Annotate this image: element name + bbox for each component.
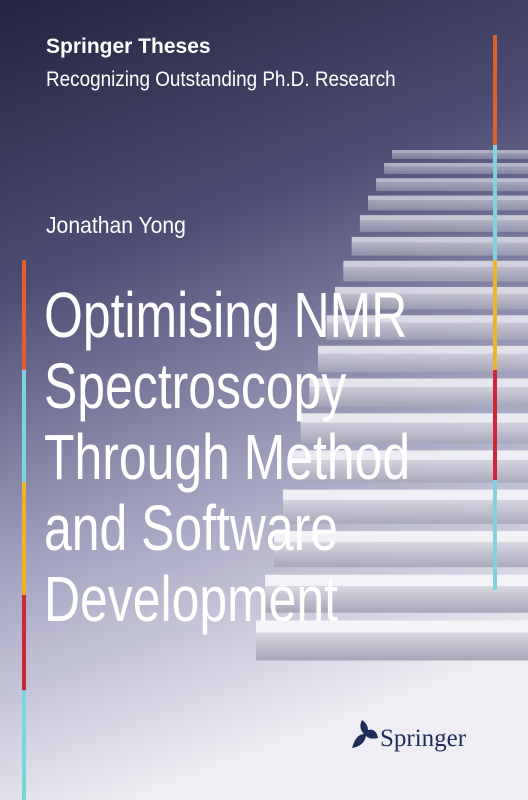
- title-line: and Software: [44, 493, 338, 564]
- step-face: [265, 586, 528, 613]
- step-face: [351, 242, 528, 256]
- step-top: [326, 315, 528, 323]
- step-top: [343, 260, 528, 268]
- stairs: [256, 150, 528, 661]
- step-top: [309, 378, 528, 388]
- step-top: [368, 195, 528, 201]
- step-face: [368, 200, 528, 211]
- step-face: [334, 293, 528, 310]
- step-top: [291, 450, 528, 461]
- step-top: [376, 178, 528, 183]
- step-top: [317, 345, 528, 354]
- step-face: [392, 153, 528, 159]
- title-line: Optimising NMR: [44, 280, 407, 351]
- author: Jonathan Yong: [46, 212, 186, 238]
- step-face: [283, 499, 528, 524]
- step-top: [300, 413, 528, 423]
- step-face: [343, 267, 528, 282]
- title-line: Development: [44, 564, 338, 635]
- step-top: [283, 489, 528, 500]
- publisher-name: Springer: [380, 725, 467, 752]
- step-top: [351, 236, 528, 243]
- title: Optimising NMR Spectroscopy Through Meth…: [44, 280, 410, 635]
- series-name: Springer Theses: [46, 35, 211, 58]
- step-face: [384, 166, 528, 174]
- step-top: [334, 286, 528, 294]
- step-top: [384, 163, 528, 167]
- step-top: [359, 215, 528, 221]
- right-stripe: [493, 35, 497, 590]
- step-face: [291, 460, 528, 483]
- step-top: [274, 531, 528, 542]
- step-face: [376, 182, 528, 192]
- publisher-logo: Springer: [352, 720, 467, 752]
- logo-horse: [352, 720, 378, 748]
- step-face: [317, 353, 528, 373]
- title-line: Through Method: [44, 422, 410, 493]
- step-face: [300, 422, 528, 444]
- title-line: Spectroscopy: [44, 351, 347, 422]
- step-top: [392, 150, 528, 153]
- step-face: [309, 387, 528, 407]
- step-face: [359, 220, 528, 232]
- series-subtitle: Recognizing Outstanding Ph.D. Research: [46, 68, 396, 91]
- step-face: [326, 322, 528, 340]
- step-top: [256, 620, 528, 633]
- step-face: [274, 541, 528, 568]
- left-stripe: [22, 260, 26, 800]
- step-face: [256, 632, 528, 661]
- step-top: [265, 574, 528, 587]
